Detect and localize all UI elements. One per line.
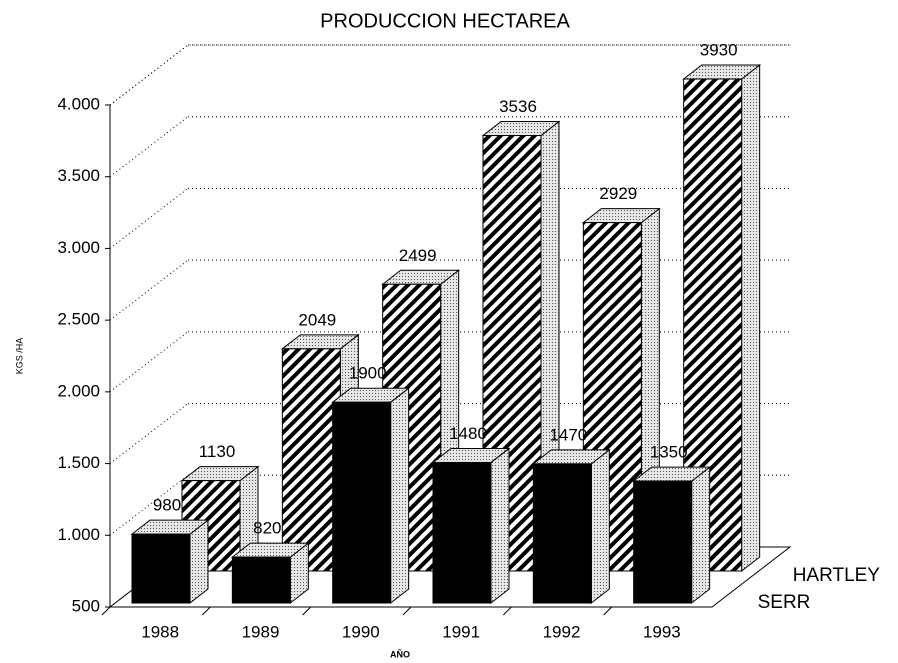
grid-line [109, 259, 189, 321]
bar-side [490, 447, 510, 605]
x-tick-label: 1990 [342, 622, 380, 641]
bar [130, 519, 210, 605]
bar [531, 448, 611, 605]
y-tick-label: 500 [72, 596, 100, 615]
y-tick-label: 3.500 [57, 166, 100, 185]
x-tick-label: 1989 [242, 622, 280, 641]
x-tick-mark [502, 606, 512, 616]
value-label: 2049 [298, 310, 336, 329]
bar [230, 542, 310, 605]
y-tick-label: 2.500 [57, 310, 100, 329]
value-label: 2929 [599, 184, 637, 203]
grid-line [109, 403, 189, 464]
bar-side [390, 387, 410, 605]
x-tick-label: 1992 [543, 622, 581, 641]
bar-face [231, 556, 291, 604]
y-tick-label: 4.000 [57, 94, 100, 113]
bar-face [281, 348, 341, 572]
grid-line [109, 474, 189, 536]
x-tick-mark [402, 606, 412, 616]
bar [331, 387, 411, 605]
bar [632, 466, 712, 605]
bar [180, 465, 260, 573]
value-label: 1130 [199, 442, 236, 461]
chart-title: PRODUCCION HECTAREA [320, 10, 570, 32]
value-label: 1480 [449, 424, 487, 443]
x-tick-mark [603, 606, 613, 616]
value-label: 820 [253, 519, 281, 538]
value-label: 1350 [650, 443, 688, 462]
bar-face [633, 480, 693, 604]
value-label: 2499 [399, 246, 437, 265]
value-label: 3930 [700, 41, 738, 60]
bar [431, 447, 511, 605]
grid-line [109, 546, 189, 608]
x-tick-mark [201, 606, 211, 616]
bar-face [131, 533, 191, 604]
y-tick-label: 1.500 [57, 453, 100, 472]
grid-line [109, 116, 189, 178]
bar-side [691, 466, 711, 605]
bar-face [532, 463, 592, 604]
grid-line [109, 331, 189, 393]
value-label: 1900 [349, 364, 387, 383]
x-tick-mark [302, 606, 312, 616]
x-axis-label: AÑO [390, 649, 410, 659]
x-tick-label: 1988 [141, 622, 179, 641]
y-axis-label: KGS /HA [14, 338, 24, 375]
value-label: 3536 [499, 97, 537, 116]
value-label: 980 [153, 496, 181, 515]
y-tick-label: 3.000 [57, 238, 100, 257]
y-tick-label: 1.000 [57, 525, 100, 544]
x-tick-label: 1991 [442, 622, 480, 641]
bar-face [432, 461, 492, 604]
bar [682, 64, 762, 573]
bar-side [741, 64, 761, 573]
bar [381, 269, 461, 573]
grid-line [109, 188, 189, 249]
series-label: HARTLEY [793, 565, 881, 586]
bar-face [332, 401, 392, 604]
y-tick-label: 2.000 [57, 381, 100, 400]
grid-line [109, 44, 189, 106]
x-tick-label: 1993 [643, 622, 681, 641]
bar-side [590, 448, 610, 605]
x-tick-mark [101, 606, 111, 616]
series-label: SERR [758, 592, 811, 613]
value-label: 1470 [549, 425, 587, 444]
